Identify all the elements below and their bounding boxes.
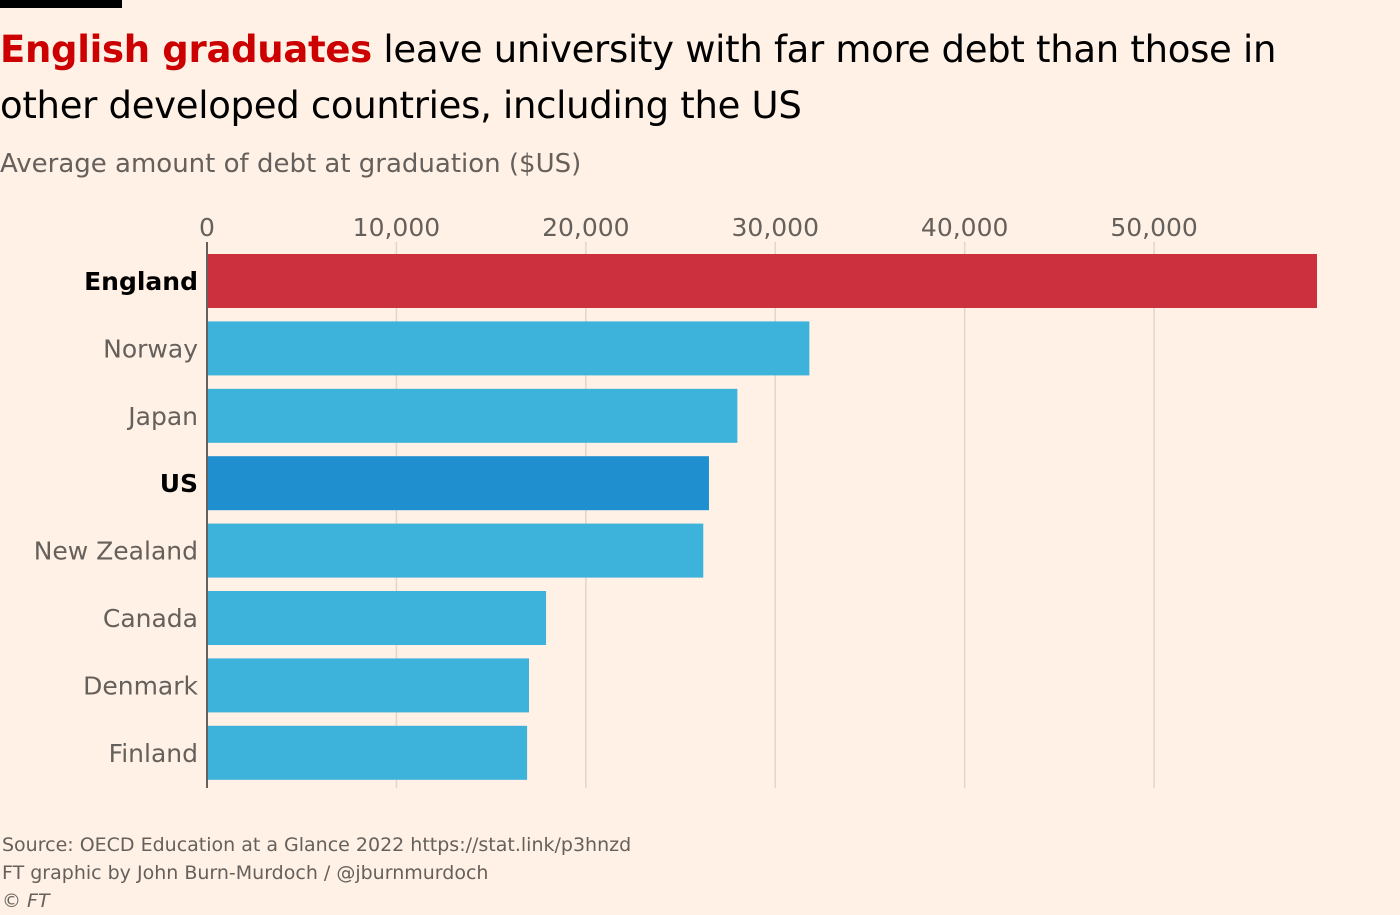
bar xyxy=(207,388,738,443)
brand-bar xyxy=(0,0,122,8)
chart-subtitle: Average amount of debt at graduation ($U… xyxy=(0,149,582,179)
x-tick-labels: 0 10,000 20,000 30,000 40,000 50,000 xyxy=(199,213,1198,242)
bar xyxy=(207,523,704,578)
title-rest: leave university with far more debt than… xyxy=(0,28,1277,127)
x-tick-label: 30,000 xyxy=(732,213,819,242)
x-tick-label: 40,000 xyxy=(921,213,1008,242)
bar xyxy=(207,591,547,645)
category-label: New Zealand xyxy=(34,537,198,566)
category-label: Denmark xyxy=(83,671,198,700)
category-label: Norway xyxy=(103,334,198,363)
bars xyxy=(207,254,1317,780)
title-highlight: English graduates xyxy=(0,28,372,71)
credit-note: FT graphic by John Burn-Murdoch / @jburn… xyxy=(2,862,489,884)
bar-chart: 0 10,000 20,000 30,000 40,000 50,000 England N… xyxy=(34,213,1317,788)
x-tick-label: 50,000 xyxy=(1110,213,1197,242)
bar xyxy=(207,254,1317,308)
category-labels: England Norway Japan US New Zealand Canada Den… xyxy=(34,267,199,768)
category-label: Finland xyxy=(109,739,198,768)
copyright-note: © FT xyxy=(2,890,50,912)
footer: Source: OECD Education at a Glance 2022 … xyxy=(2,831,631,915)
bar xyxy=(207,658,530,713)
bar xyxy=(207,456,709,511)
x-tick-label: 20,000 xyxy=(542,213,629,242)
category-label: Japan xyxy=(126,402,198,431)
x-tick-label: 10,000 xyxy=(353,213,440,242)
category-label: Canada xyxy=(103,604,198,633)
x-tick-label: 0 xyxy=(199,213,215,242)
bar xyxy=(207,725,528,780)
category-label: England xyxy=(84,267,198,296)
bar xyxy=(207,321,810,376)
chart-title: English graduates leave university with … xyxy=(0,22,1380,134)
source-note: Source: OECD Education at a Glance 2022 … xyxy=(2,834,632,856)
category-label: US xyxy=(160,469,198,498)
